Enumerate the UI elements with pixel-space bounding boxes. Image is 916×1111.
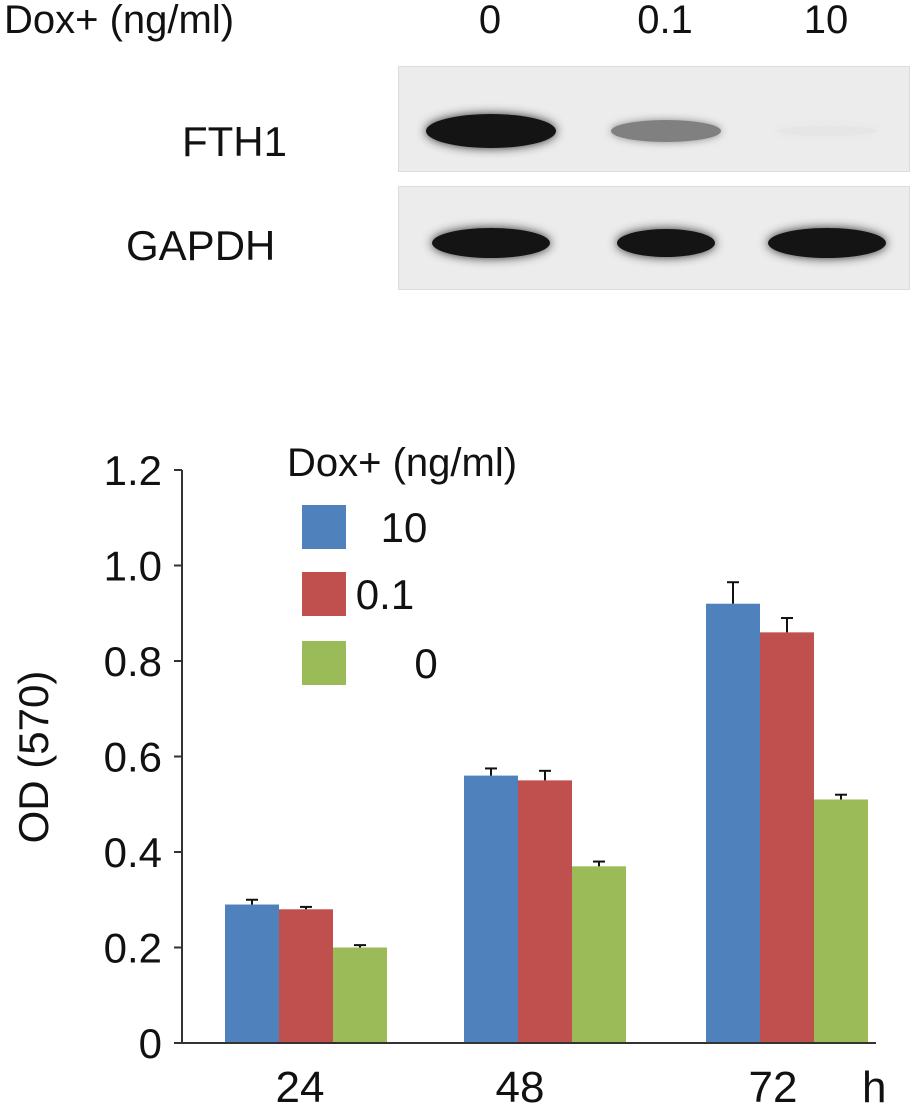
- lane-header: 0.1: [637, 0, 693, 42]
- x-tick-label: 24: [276, 1063, 325, 1111]
- y-tick-label: 0.4: [104, 829, 162, 876]
- blot-row-label: GAPDH: [126, 222, 276, 269]
- y-axis-label: OD (570): [10, 671, 57, 844]
- bar: [706, 603, 760, 1043]
- fth1-blot-strip: [398, 66, 910, 172]
- x-tick-label: 72: [749, 1063, 798, 1111]
- blot-band: [768, 228, 886, 258]
- y-tick-label: 0.2: [104, 925, 162, 972]
- legend-swatch: [302, 572, 346, 616]
- legend-label: 10: [381, 504, 428, 551]
- blot-band: [611, 120, 721, 142]
- x-unit-label: h: [862, 1063, 886, 1111]
- y-tick-label: 1.0: [104, 543, 162, 590]
- blot-band: [426, 114, 556, 148]
- y-tick-label: 0: [139, 1020, 162, 1067]
- blot-band: [617, 229, 715, 257]
- blot-treatment-label: Dox+ (ng/ml): [4, 0, 235, 42]
- bar: [518, 780, 572, 1043]
- blot-band: [777, 126, 877, 136]
- lane-header: 0: [478, 0, 502, 42]
- lane-header: 10: [803, 0, 849, 42]
- y-tick-label: 1.2: [104, 447, 162, 494]
- legend-label: 0: [414, 640, 437, 687]
- blot-band: [432, 228, 550, 258]
- legend-label: 0.1: [356, 571, 414, 618]
- bar: [464, 775, 518, 1043]
- bar: [333, 947, 387, 1043]
- bar: [279, 909, 333, 1043]
- x-tick-label: 48: [496, 1063, 545, 1111]
- blot-row-label: FTH1: [182, 118, 287, 165]
- bar: [814, 799, 868, 1043]
- y-tick-label: 0.6: [104, 734, 162, 781]
- bar: [572, 866, 626, 1043]
- legend-swatch: [302, 641, 346, 685]
- y-tick-label: 0.8: [104, 638, 162, 685]
- legend-title: Dox+ (ng/ml): [287, 441, 517, 485]
- bar: [760, 632, 814, 1043]
- bar: [225, 904, 279, 1043]
- gapdh-blot-strip: [398, 186, 910, 290]
- legend-swatch: [302, 505, 346, 549]
